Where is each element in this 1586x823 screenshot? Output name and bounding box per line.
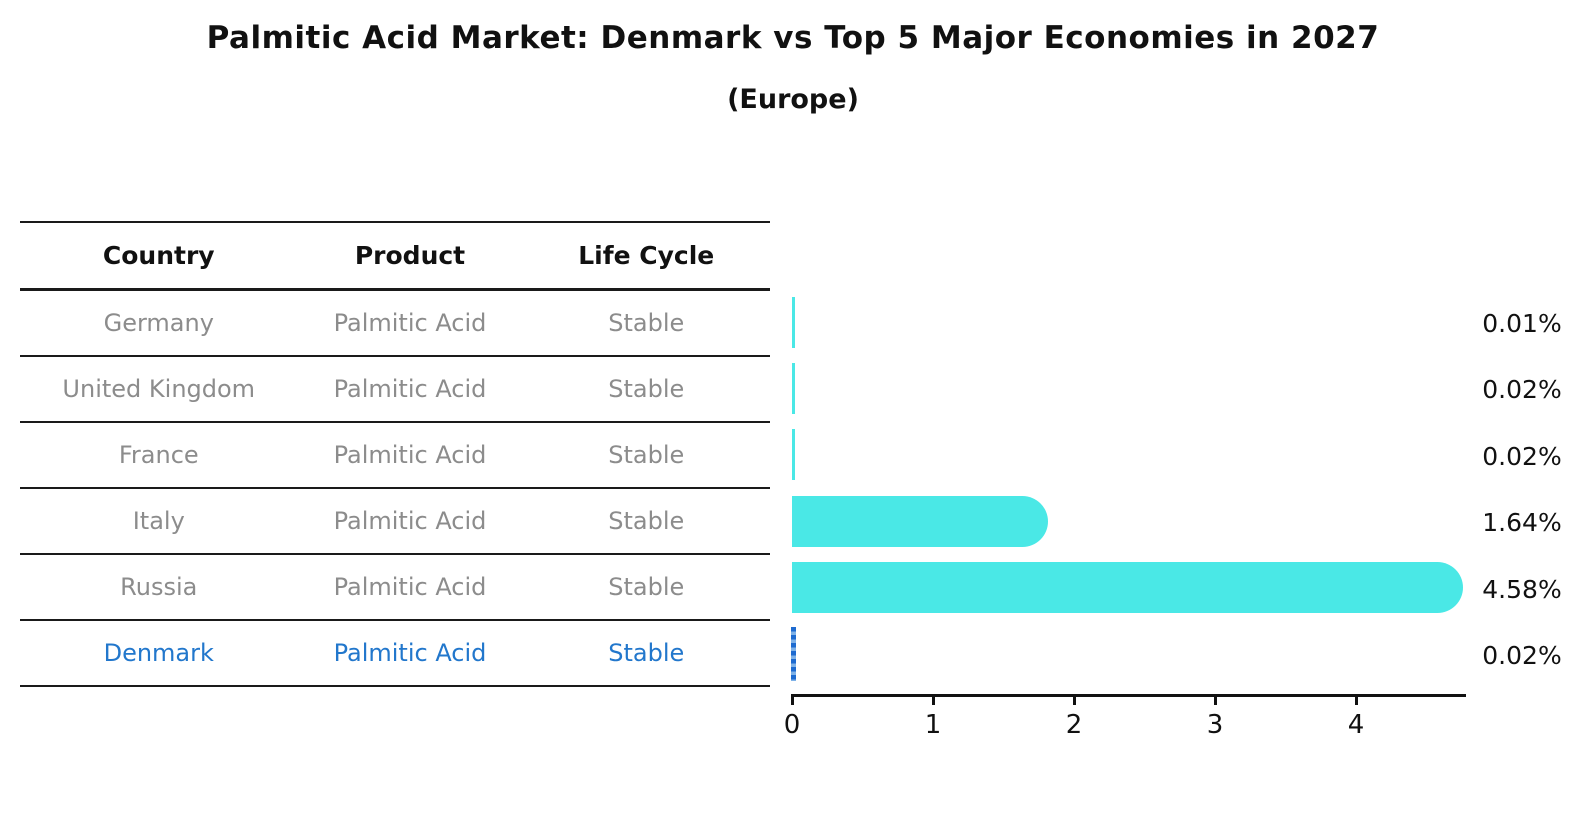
x-axis-tick-4 xyxy=(1354,694,1358,705)
cell-life-cycle: Stable xyxy=(608,639,685,667)
bar-germany xyxy=(792,296,795,348)
x-axis-tick-label-2: 2 xyxy=(1065,710,1083,740)
chart-title: Palmitic Acid Market: Denmark vs Top 5 M… xyxy=(206,20,1380,56)
table-row-russia: Russia Palmitic Acid Stable xyxy=(20,555,770,621)
x-axis-tick-label-3: 3 xyxy=(1206,710,1224,740)
cell-product: Palmitic Acid xyxy=(333,573,487,601)
column-header-product: Product xyxy=(354,241,466,270)
cell-product: Palmitic Acid xyxy=(333,441,487,469)
cell-product: Palmitic Acid xyxy=(333,309,487,337)
cell-life-cycle: Stable xyxy=(608,441,685,469)
country-table: Country Product Life Cycle Germany Palmi… xyxy=(20,221,770,687)
table-row-italy: Italy Palmitic Acid Stable xyxy=(20,489,770,555)
cell-country: Russia xyxy=(120,573,198,601)
column-header-life-cycle: Life Cycle xyxy=(578,241,715,270)
cell-product: Palmitic Acid xyxy=(333,507,487,535)
value-label-united-kingdom: 0.02% xyxy=(1482,375,1562,405)
x-axis-tick-1 xyxy=(931,694,935,705)
cell-country: Germany xyxy=(103,309,214,337)
cell-country: Denmark xyxy=(103,639,214,667)
value-label-russia: 4.58% xyxy=(1482,574,1562,604)
bar-russia xyxy=(792,562,1463,614)
cell-product: Palmitic Acid xyxy=(333,639,487,667)
value-label-denmark: 0.02% xyxy=(1482,641,1562,670)
cell-life-cycle: Stable xyxy=(608,573,685,601)
cell-life-cycle: Stable xyxy=(608,507,685,535)
bar-united-kingdom xyxy=(792,362,795,414)
cell-life-cycle: Stable xyxy=(608,375,685,403)
x-axis-tick-label-4: 4 xyxy=(1347,710,1365,740)
x-axis-tick-2 xyxy=(1072,694,1076,705)
x-axis-tick-0 xyxy=(790,694,794,705)
cell-product: Palmitic Acid xyxy=(333,375,487,403)
cell-life-cycle: Stable xyxy=(608,309,685,337)
value-label-italy: 1.64% xyxy=(1482,508,1562,538)
table-row-germany: Germany Palmitic Acid Stable xyxy=(20,291,770,357)
bar-france xyxy=(792,429,795,481)
chart-subtitle: (Europe) xyxy=(727,84,859,115)
column-header-country: Country xyxy=(102,241,215,270)
table-row-france: France Palmitic Acid Stable xyxy=(20,423,770,489)
value-label-germany: 0.01% xyxy=(1482,309,1562,338)
x-axis-tick-3 xyxy=(1213,694,1217,705)
x-axis-line xyxy=(792,694,1466,697)
cell-country: United Kingdom xyxy=(62,375,256,403)
x-axis-tick-label-0: 0 xyxy=(783,710,801,740)
table-row-denmark: Denmark Palmitic Acid Stable xyxy=(20,621,770,687)
x-axis-tick-label-1: 1 xyxy=(924,710,942,740)
table-header-row: Country Product Life Cycle xyxy=(20,223,770,291)
cell-country: France xyxy=(118,441,199,469)
value-label-france: 0.02% xyxy=(1482,441,1562,471)
bar-italy xyxy=(792,495,1049,547)
table-row-united-kingdom: United Kingdom Palmitic Acid Stable xyxy=(20,357,770,423)
bar-denmark xyxy=(791,627,796,681)
cell-country: Italy xyxy=(132,507,185,535)
